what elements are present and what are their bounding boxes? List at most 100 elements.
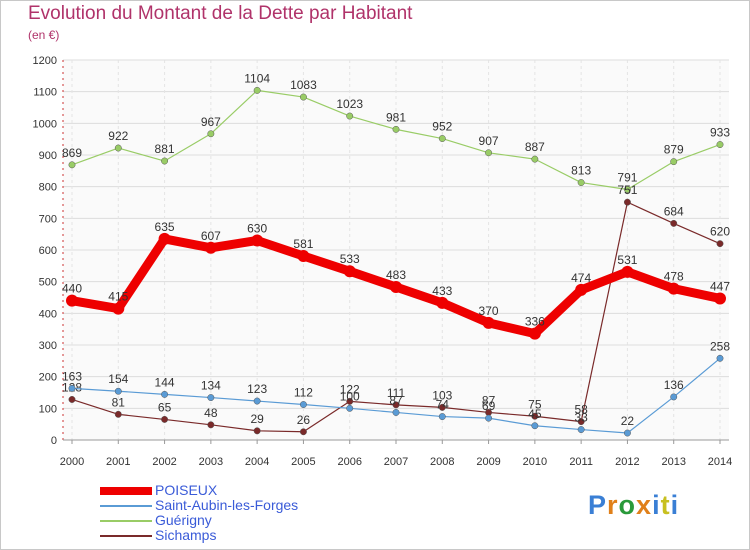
x-tick-label: 2004 <box>245 456 269 468</box>
data-point <box>575 283 588 296</box>
data-point <box>68 161 76 169</box>
data-label: 533 <box>340 252 360 266</box>
data-label: 122 <box>340 382 360 396</box>
data-label: 87 <box>482 393 496 407</box>
data-point <box>670 158 678 166</box>
data-label: 474 <box>571 271 591 285</box>
data-point <box>438 403 446 411</box>
data-point <box>161 157 169 165</box>
proxiti-logo: Proxiti <box>588 490 679 521</box>
logo-letter: x <box>636 490 653 520</box>
data-label: 581 <box>293 237 313 251</box>
legend-label: POISEUX <box>155 482 218 498</box>
data-label: 22 <box>621 414 635 428</box>
x-tick-label: 2008 <box>430 456 454 468</box>
data-point <box>623 429 631 437</box>
data-label: 1083 <box>290 78 317 92</box>
data-point <box>716 240 724 248</box>
x-tick-label: 2007 <box>384 456 408 468</box>
data-point <box>621 265 634 278</box>
y-tick-label: 300 <box>39 340 57 352</box>
data-label: 635 <box>155 220 175 234</box>
data-label: 1023 <box>336 97 363 111</box>
chart-subtitle: (en €) <box>28 28 60 42</box>
data-label: 103 <box>432 388 452 402</box>
x-tick-label: 2012 <box>615 456 639 468</box>
data-label: 144 <box>155 375 175 389</box>
data-label: 607 <box>201 229 221 243</box>
data-label: 154 <box>108 372 128 386</box>
logo-letter: o <box>618 490 637 520</box>
x-tick-label: 2010 <box>523 456 547 468</box>
data-point <box>714 292 726 305</box>
data-label: 74 <box>436 398 450 412</box>
x-tick-label: 2003 <box>199 456 223 468</box>
y-tick-label: 100 <box>39 403 57 415</box>
data-point <box>114 387 122 395</box>
data-point <box>253 427 261 435</box>
logo-letter: t <box>660 490 671 520</box>
data-label: 433 <box>432 284 452 298</box>
y-tick-label: 900 <box>39 150 57 162</box>
x-tick-label: 2011 <box>569 456 593 468</box>
data-label: 630 <box>247 222 267 236</box>
data-point <box>716 354 724 362</box>
data-label: 879 <box>664 143 684 157</box>
data-label: 751 <box>617 183 637 197</box>
data-point <box>436 296 449 309</box>
data-point <box>577 179 585 187</box>
data-label: 684 <box>664 204 684 218</box>
data-point <box>670 219 678 227</box>
y-tick-label: 800 <box>39 182 57 194</box>
data-point <box>161 415 169 423</box>
y-tick-label: 500 <box>39 277 57 289</box>
data-label: 933 <box>710 126 730 140</box>
data-label: 887 <box>525 140 545 154</box>
data-label: 813 <box>571 164 591 178</box>
data-label: 45 <box>528 407 542 421</box>
data-point <box>207 394 215 402</box>
data-label: 531 <box>617 253 637 267</box>
data-label: 907 <box>479 134 499 148</box>
data-point <box>670 393 678 401</box>
y-tick-label: 400 <box>39 308 57 320</box>
logo-letter: i <box>652 490 661 520</box>
y-tick-label: 0 <box>51 435 57 447</box>
y-tick-label: 1000 <box>33 118 57 130</box>
x-tick-label: 2013 <box>661 456 685 468</box>
data-point <box>343 265 356 278</box>
data-point <box>623 198 631 206</box>
data-point <box>204 241 217 254</box>
x-tick-label: 2000 <box>60 456 84 468</box>
data-point <box>161 390 169 398</box>
data-label: 26 <box>297 413 311 427</box>
chart-title: Evolution du Montant de la Dette par Hab… <box>28 3 413 24</box>
data-point <box>207 130 215 138</box>
data-label: 952 <box>432 120 452 134</box>
x-tick-label: 2002 <box>152 456 176 468</box>
data-label: 1104 <box>244 71 270 85</box>
data-point <box>390 281 402 294</box>
data-point <box>392 125 400 133</box>
data-point <box>531 412 539 420</box>
data-point <box>392 401 400 409</box>
data-label: 58 <box>574 403 588 417</box>
data-label: 478 <box>664 270 684 284</box>
data-label: 111 <box>387 386 406 400</box>
data-point <box>528 327 541 340</box>
data-label: 87 <box>389 393 403 407</box>
data-label: 981 <box>386 110 406 124</box>
data-point <box>485 414 493 422</box>
data-point <box>577 426 585 433</box>
data-point <box>68 384 76 392</box>
data-point <box>114 410 122 418</box>
data-point <box>623 186 631 193</box>
data-label: 69 <box>482 399 496 413</box>
logo-letter: P <box>588 490 608 520</box>
data-point <box>299 428 307 436</box>
data-point <box>531 155 539 163</box>
y-tick-label: 1200 <box>33 55 57 67</box>
data-label: 123 <box>247 382 267 396</box>
x-tick-label: 2001 <box>106 456 130 468</box>
